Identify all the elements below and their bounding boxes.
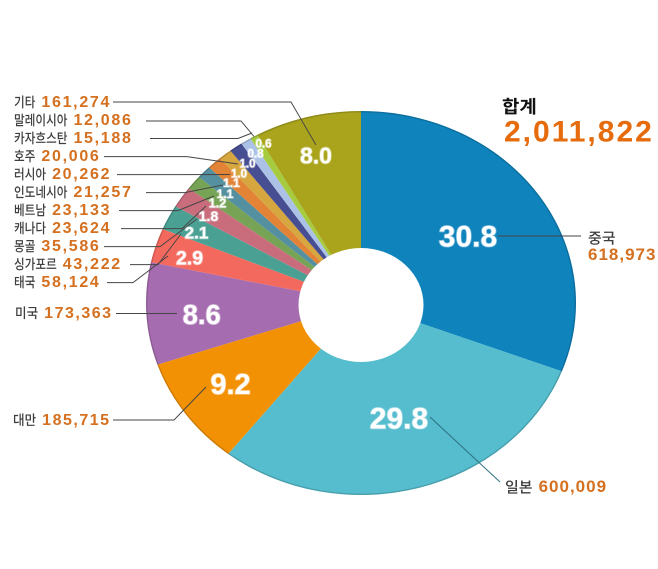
svg-text:23,624: 23,624: [52, 220, 111, 237]
svg-text:618,973: 618,973: [588, 245, 656, 264]
svg-text:8.6: 8.6: [183, 299, 221, 330]
svg-text:1.1: 1.1: [223, 176, 240, 190]
svg-text:161,274: 161,274: [41, 94, 111, 111]
svg-text:20,006: 20,006: [41, 148, 100, 165]
svg-text:2.9: 2.9: [176, 248, 203, 270]
svg-text:29.8: 29.8: [370, 403, 428, 436]
svg-text:58,124: 58,124: [41, 274, 100, 291]
svg-text:185,715: 185,715: [42, 412, 110, 429]
svg-text:20,262: 20,262: [52, 166, 111, 183]
svg-text:1.2: 1.2: [209, 197, 226, 211]
svg-text:600,009: 600,009: [539, 477, 607, 496]
svg-text:2,011,822: 2,011,822: [504, 116, 654, 149]
svg-text:30.8: 30.8: [439, 221, 497, 254]
svg-text:2.1: 2.1: [185, 224, 209, 243]
svg-text:23,133: 23,133: [52, 202, 111, 219]
svg-text:43,222: 43,222: [63, 256, 122, 273]
svg-text:21,257: 21,257: [73, 184, 132, 201]
svg-text:35,586: 35,586: [41, 238, 100, 255]
svg-text:0.6: 0.6: [256, 139, 272, 151]
svg-text:8.0: 8.0: [300, 143, 332, 169]
svg-text:1.0: 1.0: [231, 169, 247, 181]
svg-text:1.8: 1.8: [199, 208, 219, 224]
svg-text:9.2: 9.2: [210, 369, 250, 401]
svg-text:1.1: 1.1: [217, 187, 234, 201]
svg-text:15,188: 15,188: [73, 130, 132, 147]
svg-text:1.0: 1.0: [240, 159, 256, 171]
svg-text:12,086: 12,086: [73, 112, 132, 129]
svg-text:173,363: 173,363: [44, 305, 112, 322]
svg-text:0.8: 0.8: [248, 149, 265, 161]
